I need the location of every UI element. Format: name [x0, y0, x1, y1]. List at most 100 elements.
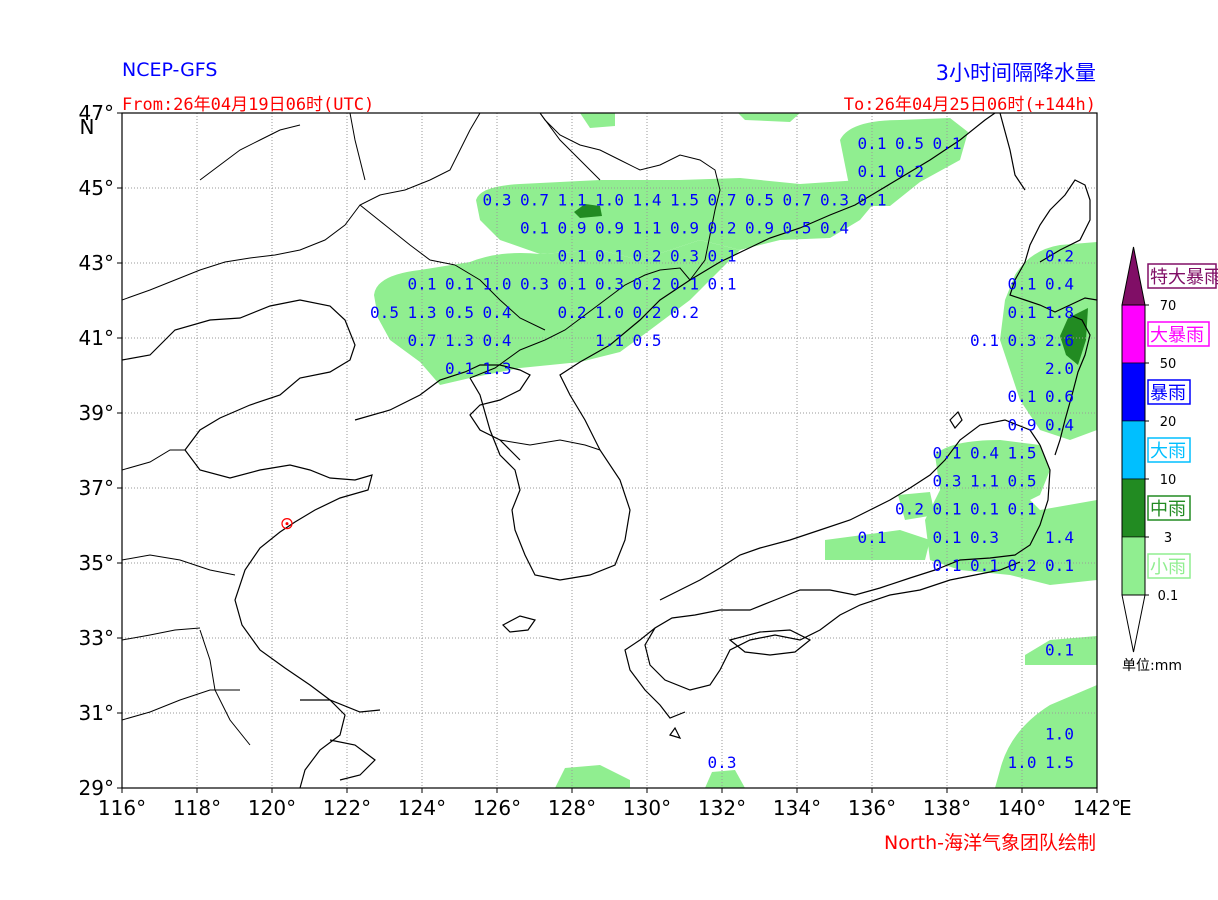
precip-label: 1.0 [483, 275, 512, 294]
legend-label-box [1147, 321, 1210, 347]
precip-label: 0.1 [558, 247, 587, 266]
island-sakhalin [999, 113, 1026, 191]
coast-yangtze [300, 699, 381, 713]
legend-swatch-none [1121, 594, 1146, 653]
precip-label: 0.3 [970, 528, 999, 547]
precip-label: 0.3 [670, 247, 699, 266]
model-label: NCEP-GFS [122, 59, 218, 81]
precip-label: 0.1 [970, 556, 999, 575]
precip-label: 0.3 [1008, 331, 1037, 350]
precip-label: 0.1 [1008, 275, 1037, 294]
precip-label: 0.4 [820, 218, 849, 237]
y-tick-label: 47° [79, 101, 114, 125]
x-tick-label: 122° [323, 796, 371, 820]
x-tick-label: 132° [698, 796, 746, 820]
legend-threshold: 0.1 [1158, 589, 1179, 604]
precip-label: 1.8 [1045, 303, 1074, 322]
legend-swatch [1121, 478, 1146, 538]
legend-label-box [1147, 437, 1191, 463]
legend-category-label: 特大暴雨 [1150, 267, 1218, 288]
coast-japan-sea-side [659, 419, 1041, 601]
precip-label: 0.1 [933, 443, 962, 462]
x-tick-label: 134° [773, 796, 821, 820]
precip-label: 0.1 [970, 500, 999, 519]
precip-label: 0.3 [933, 472, 962, 491]
borders [122, 113, 721, 746]
precip-label: 1.4 [1045, 528, 1074, 547]
precip-label: 0.6 [1045, 387, 1074, 406]
border-province-1 [199, 124, 301, 181]
legend-swatch [1121, 536, 1146, 596]
legend-frame [1121, 304, 1146, 596]
legend-threshold: 50 [1160, 357, 1177, 372]
precip-label: 0.1 [858, 162, 887, 181]
from-time: From:26年04月19日06时(UTC) [122, 95, 375, 115]
border-province-4 [122, 554, 236, 576]
precip-label: 0.4 [1045, 415, 1074, 434]
rain-area-south-1 [555, 765, 630, 788]
legend-threshold: 10 [1160, 473, 1177, 488]
coast-russia-japan-sea [689, 113, 996, 281]
x-tick-label: 116° [98, 796, 146, 820]
rain-area-pacific-mid [1025, 636, 1097, 665]
precip-label: 0.1 [1045, 640, 1074, 659]
rain-area-honshu-east [925, 440, 1097, 585]
legend-label-box [1147, 263, 1217, 289]
border-province-10 [539, 113, 601, 181]
border-china-russia-east [539, 113, 721, 281]
precip-label: 0.3 [708, 753, 737, 772]
precip-label: 0.9 [670, 218, 699, 237]
precip-label: 0.9 [745, 218, 774, 237]
precip-label: 0.1 [1008, 500, 1037, 519]
precip-label: 0.4 [970, 443, 999, 462]
border-province-5 [122, 627, 201, 641]
border-province-6 [122, 689, 240, 721]
precip-label: 0.1 [445, 275, 474, 294]
x-tick-label: 120° [248, 796, 296, 820]
x-tick-label: 140° [998, 796, 1046, 820]
rain-area-honshu-west [898, 492, 935, 520]
precip-label: 0.7 [783, 190, 812, 209]
precip-label: 0.9 [1008, 415, 1037, 434]
precip-label: 0.5 [633, 331, 662, 350]
rain-area-north-korea-manchuria [374, 240, 740, 385]
legend-swatch [1121, 362, 1146, 422]
axis-ticks [117, 112, 1098, 793]
x-tick-label: 118° [173, 796, 221, 820]
precip-label: 0.2 [895, 500, 924, 519]
island-okinawa [669, 726, 682, 739]
precip-label: 1.5 [1045, 753, 1074, 772]
legend-label-box [1147, 553, 1191, 579]
legend-category-label: 大暴雨 [1150, 325, 1204, 346]
precip-label: 0.5 [745, 190, 774, 209]
border-china-korea [469, 267, 691, 379]
precip-label: 0.1 [933, 500, 962, 519]
product-title: 3小时间隔降水量 [935, 61, 1096, 85]
precip-label: 0.1 [558, 275, 587, 294]
precip-label: 1.5 [1008, 443, 1037, 462]
precip-label: 2.6 [1045, 331, 1074, 350]
precip-label: 0.1 [970, 331, 999, 350]
precip-label: 1.1 [558, 190, 587, 209]
gridlines [122, 113, 1097, 788]
legend-unit: 单位:mm [1122, 658, 1182, 674]
precip-label: 0.7 [408, 331, 437, 350]
precip-label: 0.7 [708, 190, 737, 209]
coast-hokkaido [1009, 179, 1097, 313]
legend-category-label: 暴雨 [1150, 383, 1186, 404]
y-tick-label: 35° [79, 551, 114, 575]
legend-category-label: 中雨 [1150, 499, 1186, 520]
legend-threshold: 70 [1160, 299, 1177, 314]
precip-label: 0.2 [633, 247, 662, 266]
y-tick-label: 45° [79, 176, 114, 200]
moderate-rain-area-jilin [574, 204, 602, 218]
precip-label: 1.0 [1008, 753, 1037, 772]
precip-label: 0.1 [1045, 556, 1074, 575]
legend-label-box [1147, 379, 1191, 405]
precip-label: 0.5 [370, 303, 399, 322]
precip-label: 0.3 [595, 275, 624, 294]
x-tick-label: 138° [923, 796, 971, 820]
border-province-9 [454, 264, 546, 331]
precip-label: 0.1 [520, 218, 549, 237]
